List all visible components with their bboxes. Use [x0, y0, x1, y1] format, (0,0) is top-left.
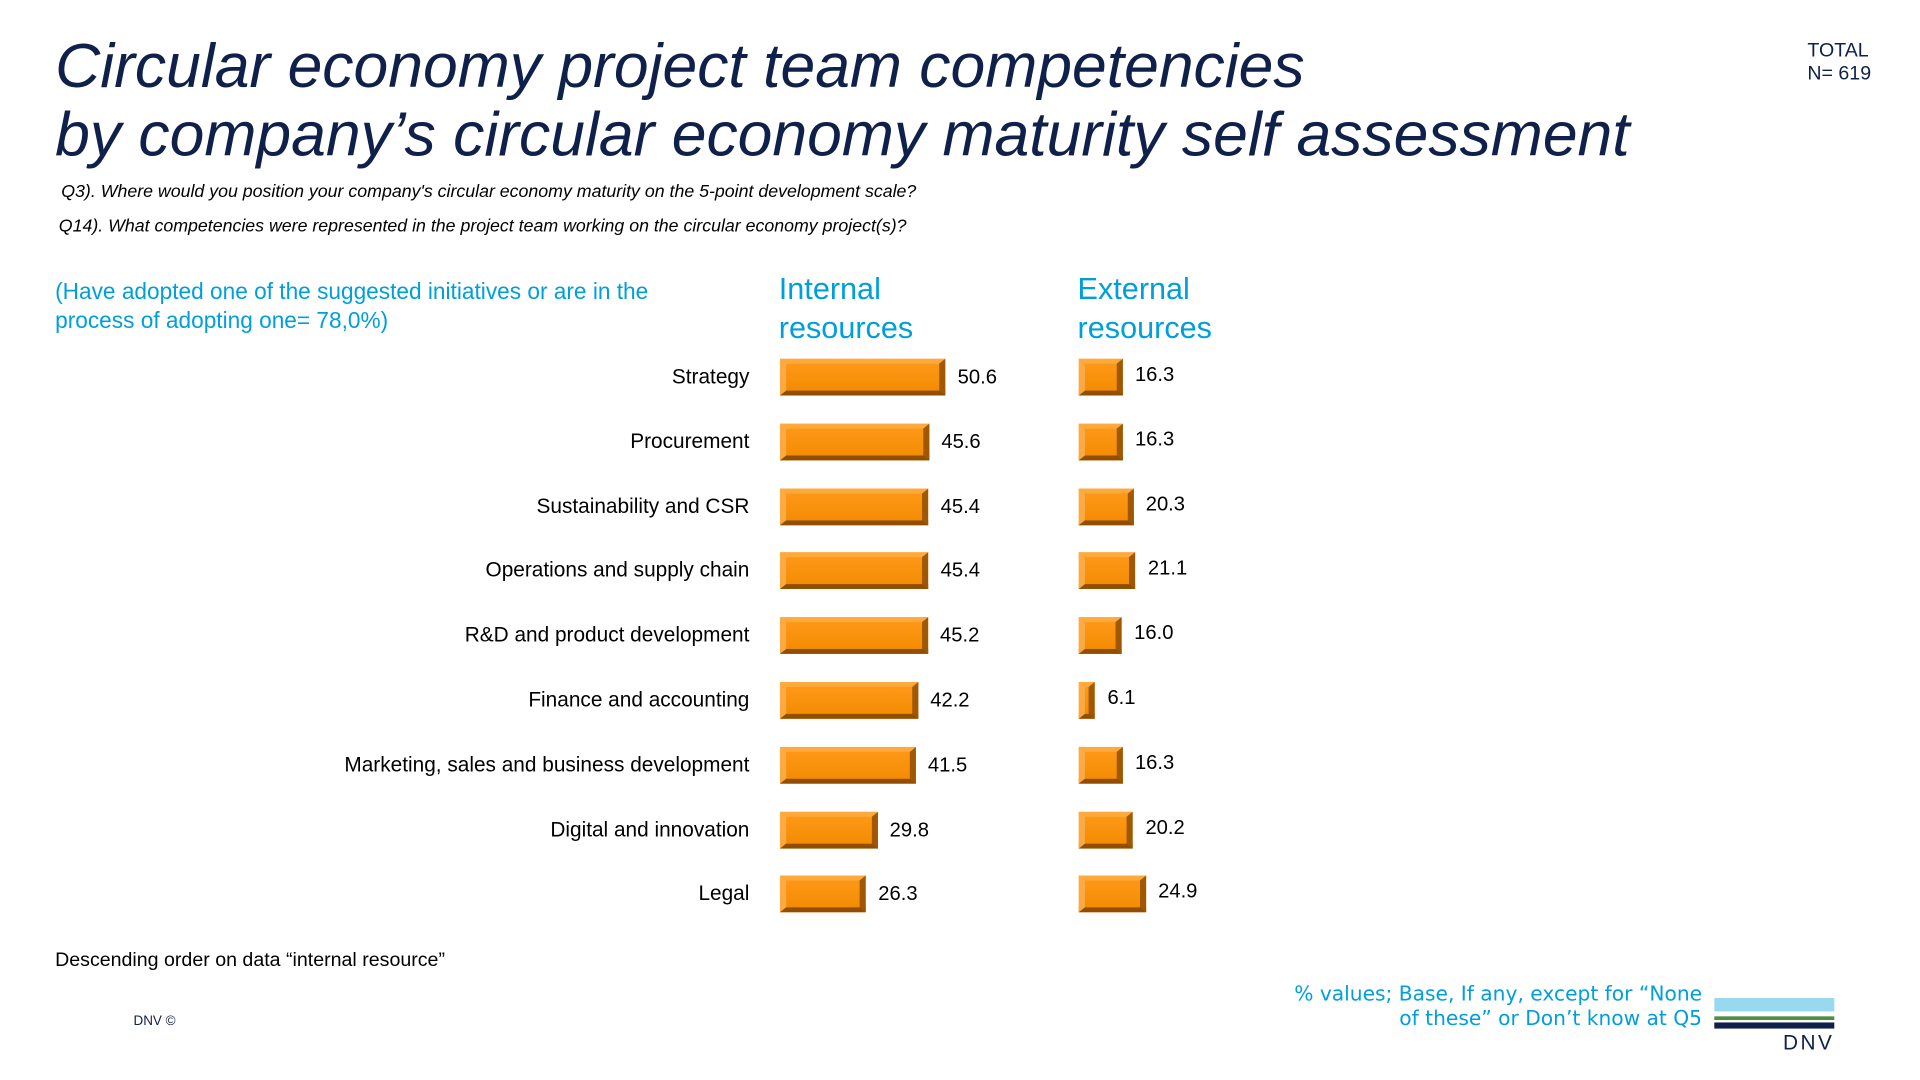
category-label: Strategy	[671, 364, 750, 389]
internal-data-label: 45.6	[941, 430, 981, 453]
external-data-label: 6.1	[1107, 686, 1136, 709]
internal-data-label: 50.6	[957, 366, 998, 389]
external-bar	[1078, 617, 1123, 655]
internal-bar	[780, 552, 929, 590]
external-data-label: 16.3	[1134, 363, 1175, 386]
external-bar	[1078, 682, 1096, 719]
external-data-label: 16.0	[1134, 622, 1174, 645]
series-header-external: External resources	[1077, 271, 1212, 346]
internal-data-label: 45.2	[940, 624, 980, 647]
series-header-internal: Internal resources	[778, 271, 914, 346]
sample-size: TOTAL N= 619	[1807, 39, 1871, 86]
internal-bar	[780, 617, 928, 655]
total-label: TOTAL	[1807, 40, 1869, 62]
internal-data-label: 41.5	[927, 754, 968, 777]
question-q3: Q3). Where would you position your compa…	[61, 182, 917, 203]
internal-bar	[780, 358, 946, 396]
internal-bar	[780, 811, 878, 849]
title-line-2: by company’s circular economy maturity s…	[55, 99, 1630, 169]
external-bar	[1078, 811, 1134, 849]
internal-data-label: 29.8	[889, 818, 930, 841]
internal-data-label: 42.2	[930, 689, 970, 712]
external-data-label: 24.9	[1158, 880, 1198, 903]
category-label: Marketing, sales and business developmen…	[344, 752, 750, 777]
external-bar	[1078, 746, 1123, 784]
external-data-label: 16.3	[1134, 751, 1175, 774]
internal-bar	[780, 746, 916, 784]
base-note-line-2: of these” or Don’t know at Q5	[1399, 1006, 1703, 1030]
internal-data-label: 26.3	[878, 883, 918, 906]
base-note-line-1: % values; Base, If any, except for “None	[1294, 982, 1703, 1006]
external-data-label: 20.3	[1145, 492, 1186, 516]
external-data-label: 20.2	[1145, 816, 1185, 839]
internal-data-label: 45.4	[940, 495, 981, 518]
page-title: Circular economy project team competenci…	[55, 30, 1630, 169]
question-q14: Q14). What competencies were represented…	[58, 216, 907, 237]
external-bar	[1078, 552, 1137, 590]
category-label: Legal	[698, 882, 750, 906]
segment-note: (Have adopted one of the suggested initi…	[55, 277, 649, 334]
external-bar	[1078, 488, 1134, 525]
category-label: R&D and product development	[464, 623, 750, 647]
internal-bar	[780, 875, 867, 913]
title-line-1: Circular economy project team competenci…	[55, 30, 1305, 101]
external-bar	[1078, 875, 1146, 913]
external-data-label: 16.3	[1134, 428, 1175, 451]
internal-bar	[780, 488, 929, 525]
internal-data-label: 45.4	[940, 560, 981, 583]
dnv-logo: DNV	[1714, 997, 1835, 1056]
base-note: % values; Base, If any, except for “None…	[1294, 982, 1702, 1031]
n-label: N= 619	[1807, 63, 1872, 85]
sort-note: Descending order on data “internal resou…	[55, 950, 445, 972]
category-label: Finance and accounting	[528, 688, 750, 712]
external-bar	[1078, 423, 1123, 461]
copyright: DNV ©	[133, 1013, 176, 1029]
external-bar	[1078, 358, 1123, 396]
external-data-label: 21.1	[1147, 557, 1188, 580]
category-label: Digital and innovation	[550, 817, 750, 841]
internal-bar	[780, 682, 918, 719]
internal-bar	[780, 423, 930, 461]
category-label: Operations and supply chain	[485, 558, 750, 583]
category-label: Sustainability and CSR	[536, 494, 750, 518]
category-label: Procurement	[630, 429, 750, 453]
